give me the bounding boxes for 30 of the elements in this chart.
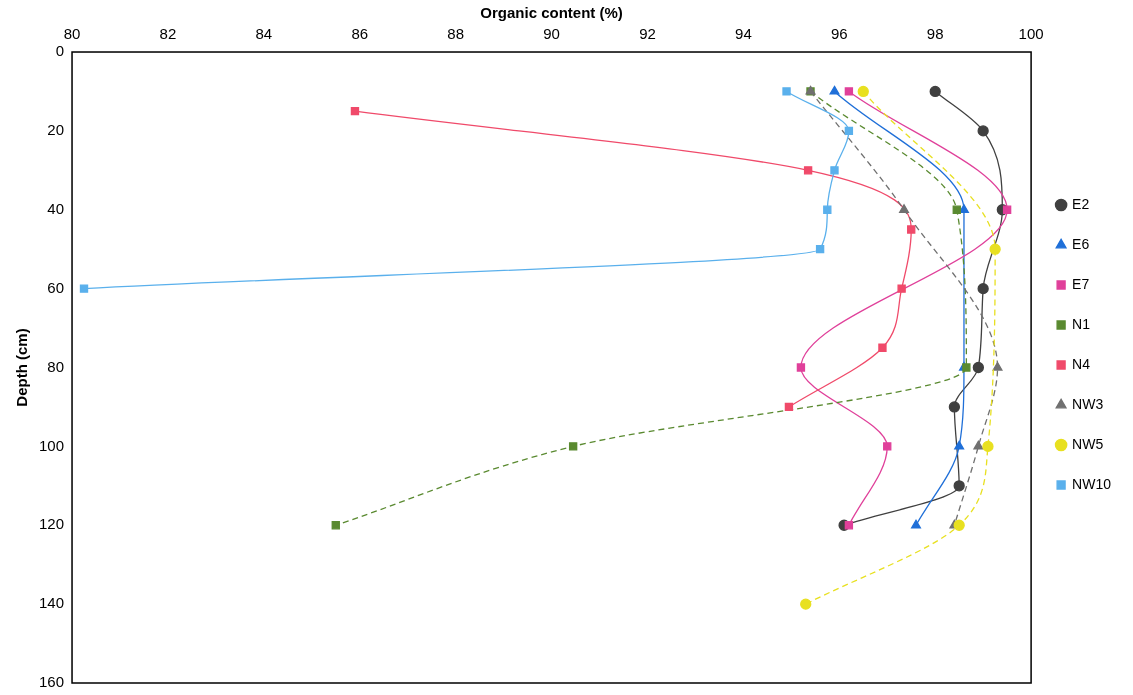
- legend-label: E6: [1072, 235, 1090, 252]
- y-tick-label: 100: [39, 436, 65, 454]
- legend-label: NW3: [1072, 395, 1104, 412]
- x-tick-label: 90: [543, 25, 560, 43]
- x-tick-label: 96: [830, 25, 848, 43]
- x-tick-label: 100: [1018, 25, 1044, 43]
- x-tick-label: 88: [447, 25, 464, 43]
- legend-label: E2: [1072, 195, 1090, 212]
- y-tick-label: 160: [39, 673, 65, 691]
- y-tick-label: 140: [39, 594, 65, 612]
- y-tick-label: 80: [47, 357, 65, 375]
- x-tick-label: 92: [639, 25, 656, 43]
- x-tick-label: 86: [351, 25, 369, 43]
- y-tick-label: 40: [47, 199, 65, 217]
- x-tick-label: 98: [926, 25, 944, 43]
- y-tick-label: 60: [47, 278, 65, 296]
- legend-label: NW5: [1072, 435, 1104, 452]
- legend-label: N4: [1072, 355, 1091, 372]
- x-tick-label: 80: [63, 25, 81, 43]
- x-tick-label: 84: [255, 25, 273, 43]
- y-tick-label: 120: [39, 515, 65, 533]
- y-tick-label: 0: [55, 42, 65, 60]
- y-tick-label: 20: [47, 121, 65, 139]
- x-tick-label: 94: [735, 25, 752, 43]
- legend-label: E7: [1072, 275, 1090, 292]
- x-tick-label: 82: [159, 25, 177, 43]
- legend-label: N1: [1072, 315, 1091, 332]
- legend-label: NW10: [1072, 475, 1112, 492]
- y-axis-title: Depth (cm): [13, 328, 31, 407]
- x-axis-title: Organic content (%): [480, 4, 623, 22]
